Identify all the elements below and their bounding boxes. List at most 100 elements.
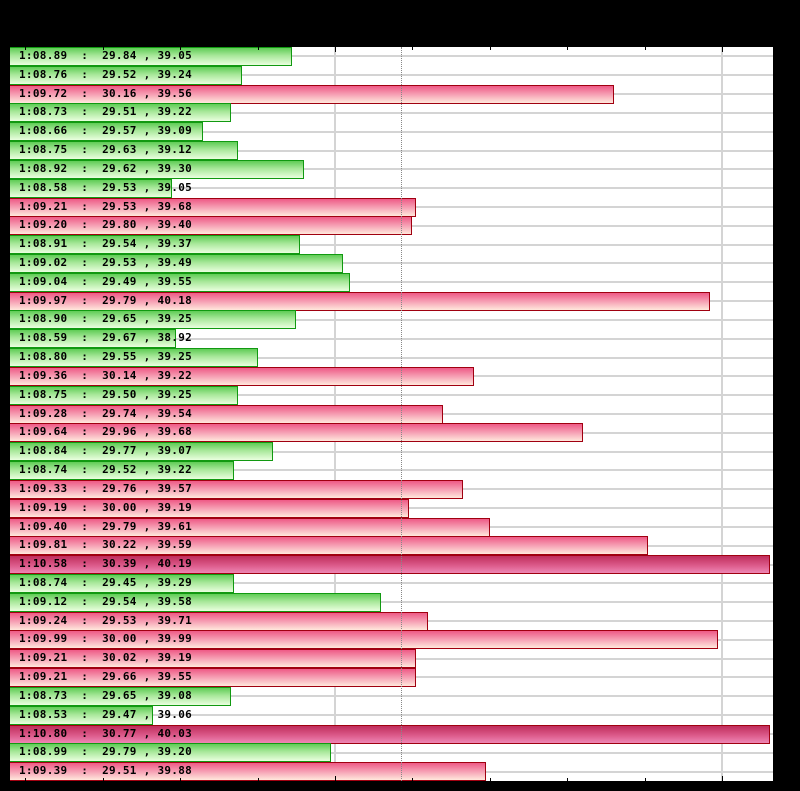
lap-label: 1:10.80 : 30.77 , 40.03 bbox=[19, 726, 193, 740]
lap-label: 1:08.80 : 29.55 , 39.25 bbox=[19, 350, 193, 364]
lap-bar bbox=[10, 103, 231, 123]
lap-bar bbox=[10, 461, 235, 481]
top-axis-tick bbox=[103, 47, 104, 50]
top-axis-tick bbox=[258, 47, 259, 50]
lap-bar bbox=[10, 254, 343, 274]
bottom-axis-tick bbox=[567, 778, 568, 781]
lap-bar bbox=[10, 291, 711, 311]
right-axis-tick bbox=[773, 545, 776, 547]
right-axis-tick bbox=[773, 677, 776, 679]
lap-label: 1:08.92 : 29.62 , 39.30 bbox=[19, 161, 193, 175]
top-axis-tick bbox=[412, 47, 413, 50]
lap-label: 1:09.24 : 29.53 , 39.71 bbox=[19, 613, 193, 627]
lap-bar bbox=[10, 555, 770, 575]
right-axis-tick bbox=[773, 112, 776, 114]
top-axis-tick bbox=[335, 47, 336, 52]
right-axis-tick bbox=[773, 583, 776, 585]
bottom-axis-tick bbox=[335, 776, 336, 781]
bottom-axis-tick bbox=[490, 778, 491, 781]
bottom-axis-tick bbox=[645, 778, 646, 781]
right-axis-tick bbox=[773, 244, 776, 246]
lap-label: 1:08.74 : 29.52 , 39.22 bbox=[19, 463, 193, 477]
lap-label: 1:09.97 : 29.79 , 40.18 bbox=[19, 293, 193, 307]
lap-bar bbox=[10, 272, 351, 292]
top-axis-tick bbox=[567, 47, 568, 50]
lap-label: 1:08.76 : 29.52 , 39.24 bbox=[19, 67, 193, 81]
lap-label: 1:09.12 : 29.54 , 39.58 bbox=[19, 594, 193, 608]
lap-bar bbox=[10, 517, 490, 537]
lap-label: 1:08.74 : 29.45 , 39.29 bbox=[19, 575, 193, 589]
lap-label: 1:09.72 : 30.16 , 39.56 bbox=[19, 86, 193, 100]
right-axis-tick bbox=[773, 206, 776, 208]
lap-label: 1:08.53 : 29.47 , 39.06 bbox=[19, 707, 193, 721]
right-axis-tick bbox=[773, 639, 776, 641]
lap-bar bbox=[10, 366, 475, 386]
lap-bar bbox=[10, 216, 413, 236]
top-axis-tick bbox=[25, 47, 26, 50]
bottom-axis-tick bbox=[722, 776, 723, 781]
right-axis-tick bbox=[773, 263, 776, 265]
lap-label: 1:08.99 : 29.79 , 39.20 bbox=[19, 745, 193, 759]
right-axis-tick bbox=[773, 169, 776, 171]
right-axis-tick bbox=[773, 414, 776, 415]
lap-label: 1:09.81 : 30.22 , 39.59 bbox=[19, 538, 193, 552]
lap-label: 1:09.28 : 29.74 , 39.54 bbox=[19, 406, 193, 420]
lap-label: 1:08.73 : 29.51 , 39.22 bbox=[19, 105, 193, 119]
lap-bar bbox=[10, 705, 154, 725]
bottom-axis-tick bbox=[258, 778, 259, 781]
lap-label: 1:08.59 : 29.67 , 38.92 bbox=[19, 331, 193, 345]
horizontal-gridline bbox=[10, 337, 773, 340]
lap-label: 1:09.39 : 29.51 , 39.88 bbox=[19, 764, 193, 778]
lap-bar bbox=[10, 611, 428, 631]
lap-bar bbox=[10, 498, 409, 518]
lap-label: 1:09.21 : 30.02 , 39.19 bbox=[19, 651, 193, 665]
lap-bar bbox=[10, 122, 204, 142]
right-axis-tick bbox=[773, 301, 776, 303]
right-axis-tick bbox=[773, 715, 776, 717]
lap-label: 1:08.73 : 29.65 , 39.08 bbox=[19, 688, 193, 702]
top-axis-tick bbox=[180, 47, 181, 50]
right-axis-tick bbox=[773, 526, 776, 528]
lap-bar bbox=[10, 423, 583, 443]
bottom-axis-tick bbox=[103, 778, 104, 781]
top-axis-tick bbox=[490, 47, 491, 50]
lap-label: 1:09.19 : 30.00 , 39.19 bbox=[19, 500, 193, 514]
horizontal-gridline bbox=[10, 74, 773, 77]
lap-label: 1:08.90 : 29.65 , 39.25 bbox=[19, 312, 193, 326]
lap-bar bbox=[10, 762, 486, 781]
lap-bar bbox=[10, 310, 297, 330]
horizontal-gridline bbox=[10, 243, 773, 246]
lap-bar bbox=[10, 197, 417, 217]
right-axis-tick bbox=[773, 56, 776, 58]
right-axis-tick bbox=[773, 451, 776, 453]
right-axis-tick bbox=[773, 188, 776, 190]
horizontal-gridline bbox=[10, 262, 773, 265]
lap-label: 1:09.40 : 29.79 , 39.61 bbox=[19, 519, 193, 533]
horizontal-gridline bbox=[10, 55, 773, 58]
right-axis-tick bbox=[773, 564, 776, 566]
horizontal-gridline bbox=[10, 111, 773, 114]
lap-label: 1:09.99 : 30.00 , 39.99 bbox=[19, 632, 193, 646]
right-axis-tick bbox=[773, 395, 776, 397]
right-axis-tick bbox=[773, 338, 776, 340]
right-axis-tick bbox=[773, 75, 776, 77]
horizontal-gridline bbox=[10, 695, 773, 698]
lap-label: 1:10.58 : 30.39 , 40.19 bbox=[19, 557, 193, 571]
right-axis-tick bbox=[773, 319, 776, 321]
vertical-gridline bbox=[721, 47, 723, 781]
bottom-axis-tick bbox=[180, 778, 181, 781]
lap-bar bbox=[10, 442, 274, 462]
lap-label: 1:09.33 : 29.76 , 39.57 bbox=[19, 481, 193, 495]
top-axis-tick bbox=[722, 47, 723, 52]
lap-bar bbox=[10, 573, 235, 593]
top-axis-tick bbox=[645, 47, 646, 50]
right-axis-tick bbox=[773, 771, 776, 773]
lap-label: 1:09.21 : 29.66 , 39.55 bbox=[19, 670, 193, 684]
lap-bar bbox=[10, 743, 332, 763]
lap-bar bbox=[10, 65, 243, 85]
horizontal-gridline bbox=[10, 469, 773, 472]
horizontal-gridline bbox=[10, 149, 773, 152]
horizontal-gridline bbox=[10, 168, 773, 171]
lap-label: 1:09.04 : 29.49 , 39.55 bbox=[19, 274, 193, 288]
lap-bar bbox=[10, 47, 293, 66]
